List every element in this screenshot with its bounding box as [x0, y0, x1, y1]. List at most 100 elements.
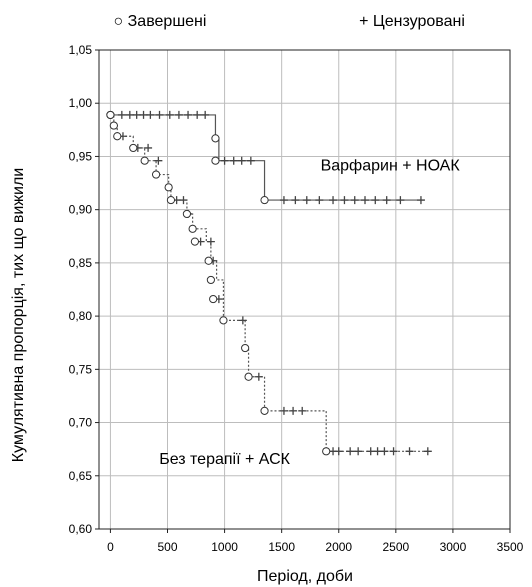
y-tick-label: 0,60: [69, 522, 93, 536]
censored-marker: [302, 196, 311, 205]
censored-marker: [144, 143, 153, 152]
completed-marker: [106, 110, 115, 120]
completed-marker: [211, 156, 220, 165]
x-axis-ticks: 0 500 1000 1500 2000 2500 3000 3500: [107, 529, 524, 554]
censored-marker: [174, 110, 183, 119]
completed-marker: [209, 294, 218, 304]
censored-marker: [405, 447, 414, 456]
x-tick-label: 1000: [211, 540, 238, 554]
plot-frame: [98, 49, 511, 530]
censored-marker: [154, 156, 163, 165]
censored-marker: [132, 110, 141, 119]
censored-marker: [361, 196, 370, 205]
legend-completed: ○ Завершені: [114, 13, 207, 30]
censored-marker: [117, 110, 126, 119]
completed-marker: [164, 183, 173, 192]
x-tick-label: 0: [107, 540, 114, 554]
series-annotation: Варфарин + НОАК: [321, 157, 461, 174]
legend-censored: + Цензуровані: [359, 13, 465, 30]
y-axis-ticks: 0,60 0,65 0,70 0,75 0,80 0,85 0,90 0,95 1,00 1,05: [69, 43, 99, 536]
censored-marker: [366, 447, 375, 456]
censored-marker: [423, 447, 432, 456]
completed-marker: [188, 224, 197, 233]
censored-marker: [298, 406, 307, 415]
y-tick-label: 0,90: [69, 203, 93, 217]
censored-marker: [246, 156, 255, 165]
completed-marker: [206, 275, 215, 285]
censored-marker: [237, 156, 246, 165]
censored-marker: [373, 447, 382, 456]
completed-marker: [260, 406, 269, 415]
censored-marker: [289, 406, 298, 415]
censored-marker: [380, 447, 389, 456]
censored-marker: [184, 110, 193, 119]
y-tick-label: 1,00: [69, 96, 93, 110]
completed-marker: [166, 195, 176, 205]
censored-marker: [206, 237, 215, 246]
series-annotation: Без терапії + АСК: [159, 451, 290, 468]
y-tick-label: 0,85: [69, 256, 93, 270]
censored-marker: [155, 110, 164, 119]
x-tick-label: 500: [157, 540, 177, 554]
x-tick-label: 1500: [268, 540, 295, 554]
y-tick-label: 0,65: [69, 469, 93, 483]
censored-marker: [315, 196, 324, 205]
censored-marker: [279, 196, 288, 205]
completed-marker: [260, 195, 269, 205]
x-tick-label: 3000: [440, 540, 467, 554]
y-axis-label: Кумулятивна пропорція, тих що вижили: [10, 168, 27, 463]
survival-step-line: [110, 114, 425, 201]
series-2: [106, 110, 432, 456]
completed-marker: [151, 170, 161, 179]
y-tick-label: 0,95: [69, 149, 93, 163]
censored-marker: [371, 196, 380, 205]
censored-marker: [389, 447, 398, 456]
completed-marker: [190, 237, 199, 246]
censored-marker: [238, 316, 247, 325]
censored-marker: [350, 196, 359, 205]
y-tick-label: 0,70: [69, 416, 93, 430]
completed-marker: [109, 121, 118, 130]
annotations: Варфарин + НОАК Без терапії + АСК: [159, 157, 460, 468]
censored-marker: [139, 110, 148, 119]
completed-marker: [140, 156, 149, 165]
censored-marker: [220, 156, 229, 165]
censored-marker: [329, 196, 338, 205]
completed-marker: [182, 209, 192, 219]
censored-marker: [146, 110, 155, 119]
x-tick-label: 2500: [382, 540, 409, 554]
x-tick-label: 3500: [497, 540, 524, 554]
y-tick-label: 1,05: [69, 43, 93, 57]
censored-marker: [396, 196, 405, 205]
censored-marker: [340, 196, 349, 205]
censored-marker: [334, 447, 343, 456]
censored-marker: [416, 196, 425, 205]
completed-marker: [211, 134, 220, 143]
censored-marker: [346, 447, 355, 456]
y-tick-label: 0,80: [69, 309, 93, 323]
censored-marker: [165, 110, 174, 119]
completed-marker: [322, 447, 331, 456]
censored-marker: [179, 196, 188, 205]
completed-marker: [129, 143, 138, 153]
legend: ○ Завершені + Цензуровані: [114, 13, 465, 30]
completed-marker: [219, 316, 228, 325]
y-tick-label: 0,75: [69, 362, 93, 376]
censored-marker: [125, 110, 134, 119]
censored-marker: [193, 110, 202, 119]
censored-marker: [382, 196, 391, 205]
censored-marker: [279, 406, 288, 415]
x-tick-label: 2000: [325, 540, 352, 554]
completed-marker: [244, 372, 253, 381]
censored-marker: [254, 372, 263, 381]
censored-marker: [291, 196, 300, 205]
completed-marker: [113, 132, 122, 141]
series-group: [106, 110, 432, 456]
x-axis-label: Період, доби: [257, 568, 353, 585]
completed-marker: [241, 343, 250, 353]
censored-marker: [354, 447, 363, 456]
censored-marker: [229, 156, 238, 165]
completed-marker: [204, 256, 213, 265]
censored-marker: [201, 110, 210, 119]
